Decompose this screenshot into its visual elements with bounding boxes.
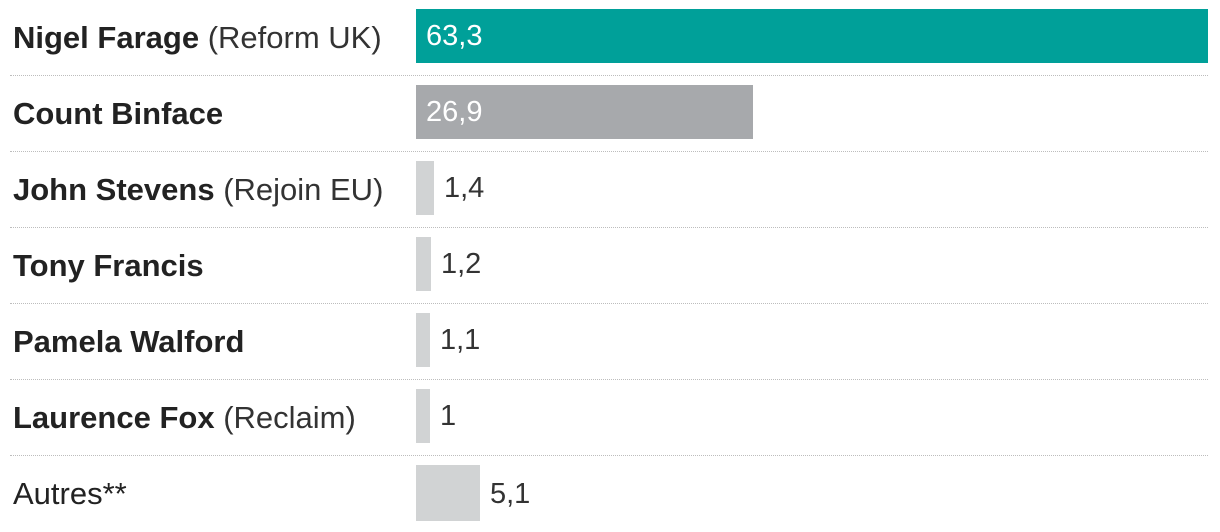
bar — [416, 313, 430, 367]
category-label: Count Binface — [13, 84, 223, 144]
bar — [416, 465, 480, 521]
bar — [416, 237, 431, 291]
data-label: 26,9 — [426, 96, 483, 128]
chart-row: Laurence Fox (Reclaim) 1 — [0, 380, 1220, 456]
chart-row: Tony Francis 1,2 — [0, 228, 1220, 304]
candidate-name: Nigel Farage — [13, 20, 200, 55]
data-label: 1,2 — [441, 248, 482, 280]
row-divider — [10, 227, 1208, 228]
row-divider — [10, 75, 1208, 76]
row-divider — [10, 151, 1208, 152]
category-label: Tony Francis — [13, 236, 204, 296]
party-name: (Reclaim) — [223, 400, 356, 435]
bar — [416, 389, 430, 443]
category-label: Autres** — [13, 464, 127, 524]
row-divider — [10, 379, 1208, 380]
candidate-name: Count Binface — [13, 96, 224, 131]
category-label: Pamela Walford — [13, 312, 244, 372]
chart-row: Pamela Walford 1,1 — [0, 304, 1220, 380]
chart-row: Autres** 5,1 — [0, 456, 1220, 532]
bar — [416, 161, 434, 215]
bar — [416, 85, 753, 139]
category-label: John Stevens (Rejoin EU) — [13, 160, 383, 220]
chart-row: Nigel Farage (Reform UK) 63,3 — [0, 0, 1220, 76]
candidate-name: Laurence Fox — [13, 400, 215, 435]
category-label: Laurence Fox (Reclaim) — [13, 388, 356, 448]
candidate-name: Tony Francis — [13, 248, 204, 283]
party-name: (Reform UK) — [207, 20, 382, 55]
data-label: 1,4 — [444, 172, 485, 204]
candidate-name: Pamela Walford — [13, 324, 245, 359]
chart-row: Count Binface 26,9 — [0, 76, 1220, 152]
data-label: 63,3 — [426, 20, 483, 52]
row-divider — [10, 303, 1208, 304]
candidate-name: Autres** — [13, 476, 127, 511]
row-divider — [10, 455, 1208, 456]
data-label: 5,1 — [490, 478, 531, 510]
chart-row: John Stevens (Rejoin EU) 1,4 — [0, 152, 1220, 228]
party-name: (Rejoin EU) — [223, 172, 384, 207]
category-label: Nigel Farage (Reform UK) — [13, 8, 382, 68]
candidate-name: John Stevens — [13, 172, 215, 207]
data-label: 1,1 — [440, 324, 481, 356]
bar — [416, 9, 1208, 63]
data-label: 1 — [440, 400, 457, 432]
